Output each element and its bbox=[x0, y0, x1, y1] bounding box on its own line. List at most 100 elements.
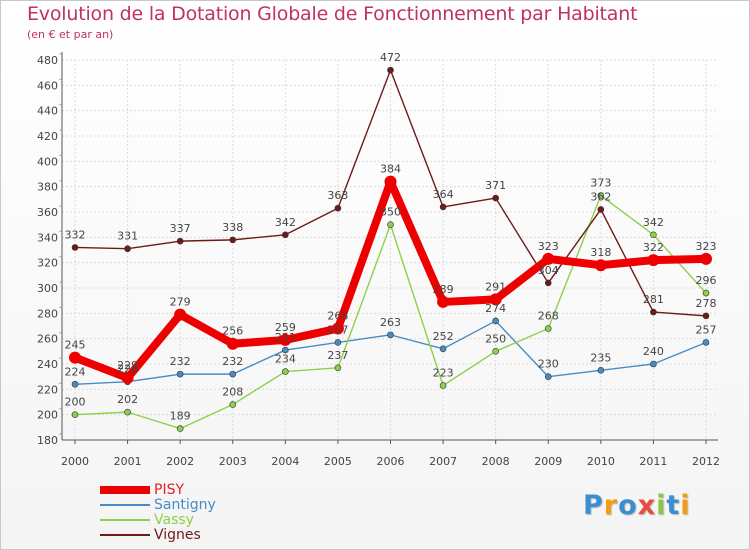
data-point-vignes bbox=[439, 203, 447, 211]
legend-label: Vassy bbox=[154, 512, 194, 528]
data-label-santigny: 257 bbox=[696, 323, 717, 336]
data-label-santigny: 224 bbox=[65, 365, 86, 378]
data-point-vassy bbox=[282, 368, 289, 375]
data-label-pisy: 256 bbox=[222, 325, 243, 338]
y-tick-label: 340 bbox=[37, 231, 58, 244]
logo-letter: i bbox=[656, 490, 667, 521]
data-label-pisy: 318 bbox=[590, 246, 611, 259]
y-tick-label: 280 bbox=[37, 307, 58, 320]
data-label-vassy: 250 bbox=[485, 332, 506, 345]
data-label-vignes: 338 bbox=[222, 221, 243, 234]
data-label-vassy: 223 bbox=[433, 367, 454, 380]
data-point-vignes bbox=[544, 279, 552, 287]
data-label-vignes: 304 bbox=[538, 264, 559, 277]
data-point-santigny bbox=[229, 370, 237, 378]
data-point-pisy bbox=[121, 371, 134, 384]
data-label-santigny: 232 bbox=[170, 355, 191, 368]
data-point-vassy bbox=[597, 192, 605, 199]
data-point-vassy bbox=[124, 408, 131, 416]
x-tick-label: 2000 bbox=[61, 455, 89, 468]
data-point-vignes bbox=[334, 204, 342, 212]
x-tick-label: 2009 bbox=[534, 455, 562, 468]
data-label-pisy: 245 bbox=[65, 339, 86, 352]
legend-swatch bbox=[100, 534, 150, 536]
chart-title: Evolution de la Dotation Globale de Fonc… bbox=[27, 3, 638, 25]
data-label-vassy: 296 bbox=[696, 274, 717, 287]
data-label-santigny: 235 bbox=[590, 351, 611, 364]
data-label-pisy: 323 bbox=[696, 240, 717, 253]
data-point-pisy bbox=[542, 252, 555, 265]
data-point-santigny bbox=[334, 339, 342, 346]
y-tick-label: 240 bbox=[37, 358, 58, 371]
data-label-vignes: 364 bbox=[433, 188, 454, 201]
data-label-santigny: 251 bbox=[275, 331, 296, 344]
legend-label: Santigny bbox=[154, 497, 216, 513]
data-label-vignes: 363 bbox=[327, 189, 348, 202]
data-point-vignes bbox=[387, 66, 394, 74]
axes bbox=[59, 52, 718, 444]
data-label-pisy: 291 bbox=[485, 280, 506, 293]
legend-item-vassy: Vassy bbox=[100, 512, 300, 528]
data-point-santigny bbox=[71, 380, 79, 388]
data-label-pisy: 384 bbox=[380, 163, 401, 176]
data-point-pisy bbox=[700, 252, 712, 265]
logo-letter: x bbox=[637, 490, 657, 521]
data-point-pisy bbox=[384, 175, 397, 188]
data-point-vignes bbox=[702, 312, 710, 320]
data-label-vignes: 362 bbox=[590, 190, 611, 203]
y-tick-label: 400 bbox=[37, 155, 58, 168]
data-point-vignes bbox=[650, 308, 657, 316]
data-point-pisy bbox=[331, 322, 344, 335]
x-tick-label: 2005 bbox=[324, 455, 352, 468]
logo-letter: t bbox=[666, 490, 681, 521]
data-label-pisy: 279 bbox=[170, 296, 191, 309]
data-label-vassy: 202 bbox=[117, 393, 138, 406]
data-point-vassy bbox=[702, 289, 710, 297]
x-tick-label: 2010 bbox=[587, 455, 615, 468]
data-point-vassy bbox=[387, 221, 394, 228]
data-point-vignes bbox=[492, 194, 499, 202]
legend: PISY Santigny Vassy Vignes bbox=[100, 482, 300, 543]
data-point-santigny bbox=[597, 367, 605, 374]
y-tick-label: 380 bbox=[37, 181, 58, 194]
data-label-vignes: 278 bbox=[696, 297, 717, 310]
y-tick-label: 200 bbox=[37, 409, 58, 422]
data-label-vassy: 234 bbox=[275, 353, 296, 366]
legend-label: PISY bbox=[154, 482, 185, 498]
x-tick-label: 2008 bbox=[482, 455, 510, 468]
data-point-santigny bbox=[702, 339, 710, 346]
data-label-vassy: 373 bbox=[590, 177, 611, 190]
legend-item-vignes: Vignes bbox=[100, 527, 300, 543]
data-point-santigny bbox=[439, 345, 447, 353]
data-point-vignes bbox=[71, 244, 79, 251]
data-point-pisy bbox=[647, 254, 660, 267]
data-label-vassy: 342 bbox=[643, 216, 664, 229]
data-label-santigny: 226 bbox=[117, 363, 138, 376]
data-point-pisy bbox=[594, 259, 607, 272]
data-label-vignes: 331 bbox=[117, 230, 138, 243]
data-point-pisy bbox=[279, 333, 292, 346]
data-label-vassy: 200 bbox=[65, 396, 86, 409]
data-label-vignes: 472 bbox=[380, 51, 401, 64]
data-label-santigny: 232 bbox=[222, 355, 243, 368]
data-label-santigny: 230 bbox=[538, 358, 559, 371]
data-label-vignes: 332 bbox=[65, 228, 86, 241]
data-point-pisy bbox=[174, 308, 187, 321]
logo-letter: r bbox=[603, 490, 619, 521]
chart-subtitle: (en € et par an) bbox=[27, 28, 114, 41]
y-tick-label: 300 bbox=[37, 282, 58, 295]
x-tick-label: 2004 bbox=[271, 455, 299, 468]
data-label-vassy: 208 bbox=[222, 386, 243, 399]
series-group bbox=[69, 66, 712, 432]
data-label-santigny: 274 bbox=[485, 302, 506, 315]
y-tick-label: 260 bbox=[37, 333, 58, 346]
y-tick-label: 360 bbox=[37, 206, 58, 219]
data-point-santigny bbox=[387, 331, 394, 339]
data-point-pisy bbox=[489, 293, 502, 306]
x-tick-label: 2002 bbox=[166, 455, 194, 468]
data-point-vignes bbox=[597, 206, 605, 213]
data-label-vassy: 189 bbox=[170, 410, 191, 423]
data-label-pisy: 289 bbox=[433, 283, 454, 296]
legend-swatch bbox=[100, 519, 150, 521]
data-label-pisy: 268 bbox=[327, 310, 348, 323]
